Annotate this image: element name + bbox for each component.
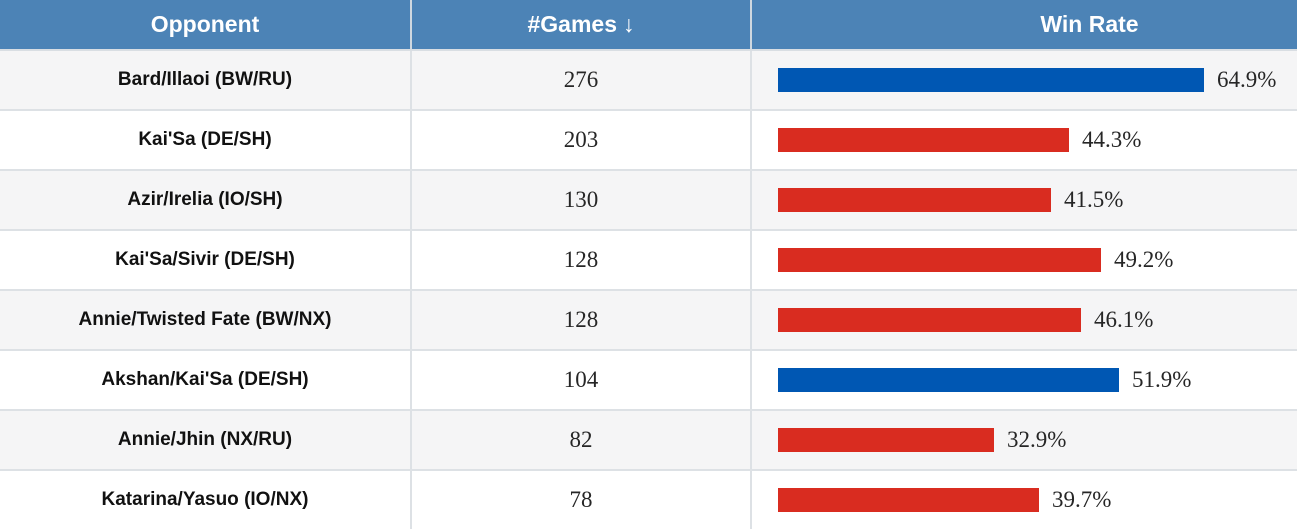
winrate-cell: 46.1%: [750, 289, 1297, 350]
games-count: 104: [410, 349, 751, 410]
winrate-bar: [778, 368, 1119, 392]
winrate-cell: 41.5%: [750, 169, 1297, 230]
games-count: 82: [410, 409, 751, 470]
winrate-cell: 49.2%: [750, 229, 1297, 290]
opponent-name: Akshan/Kai'Sa (DE/SH): [0, 349, 411, 410]
opponent-name: Annie/Twisted Fate (BW/NX): [0, 289, 411, 350]
opponent-name: Kai'Sa/Sivir (DE/SH): [0, 229, 411, 290]
winrate-label: 64.9%: [1217, 67, 1277, 92]
winrate-label: 41.5%: [1064, 187, 1124, 212]
winrate-bar: [778, 128, 1069, 152]
opponent-name: Annie/Jhin (NX/RU): [0, 409, 411, 470]
winrate-bar: [778, 248, 1101, 272]
winrate-cell: 44.3%: [750, 109, 1297, 170]
winrate-label: 46.1%: [1094, 307, 1154, 332]
winrate-label: 44.3%: [1082, 127, 1142, 152]
sort-descending-icon: ↓: [623, 11, 635, 37]
winrate-label: 49.2%: [1114, 247, 1174, 272]
table-row: Kai'Sa/Sivir (DE/SH) 128 49.2%: [0, 229, 1297, 290]
games-count: 203: [410, 109, 751, 170]
winrate-cell: 39.7%: [750, 469, 1297, 529]
games-count: 276: [410, 49, 751, 110]
table-row: Akshan/Kai'Sa (DE/SH) 104 51.9%: [0, 349, 1297, 410]
table-row: Bard/Illaoi (BW/RU) 276 64.9%: [0, 49, 1297, 110]
table-row: Annie/Twisted Fate (BW/NX) 128 46.1%: [0, 289, 1297, 350]
winrate-label: 39.7%: [1052, 487, 1112, 512]
games-header-label: #Games: [527, 11, 617, 37]
games-count: 128: [410, 229, 751, 290]
winrate-bar: [778, 68, 1204, 92]
opponent-name: Katarina/Yasuo (IO/NX): [0, 469, 411, 529]
column-header-games[interactable]: #Games ↓: [410, 0, 751, 51]
winrate-cell: 51.9%: [750, 349, 1297, 410]
winrate-cell: 32.9%: [750, 409, 1297, 470]
opponent-name: Bard/Illaoi (BW/RU): [0, 49, 411, 110]
table-row: Annie/Jhin (NX/RU) 82 32.9%: [0, 409, 1297, 470]
column-header-winrate[interactable]: Win Rate: [750, 0, 1297, 51]
header-row: Opponent #Games ↓ Win Rate: [0, 0, 1297, 51]
winrate-label: 32.9%: [1007, 427, 1067, 452]
games-count: 130: [410, 169, 751, 230]
winrate-bar: [778, 188, 1051, 212]
games-count: 78: [410, 469, 751, 529]
table-row: Kai'Sa (DE/SH) 203 44.3%: [0, 109, 1297, 170]
opponent-name: Azir/Irelia (IO/SH): [0, 169, 411, 230]
winrate-bar: [778, 308, 1081, 332]
winrate-cell: 64.9%: [750, 49, 1297, 110]
winrate-bar: [778, 488, 1039, 512]
table-row: Katarina/Yasuo (IO/NX) 78 39.7%: [0, 469, 1297, 529]
winrate-bar: [778, 428, 994, 452]
column-header-opponent[interactable]: Opponent: [0, 0, 411, 51]
games-count: 128: [410, 289, 751, 350]
winrate-label: 51.9%: [1132, 367, 1192, 392]
opponent-name: Kai'Sa (DE/SH): [0, 109, 411, 170]
table-row: Azir/Irelia (IO/SH) 130 41.5%: [0, 169, 1297, 230]
